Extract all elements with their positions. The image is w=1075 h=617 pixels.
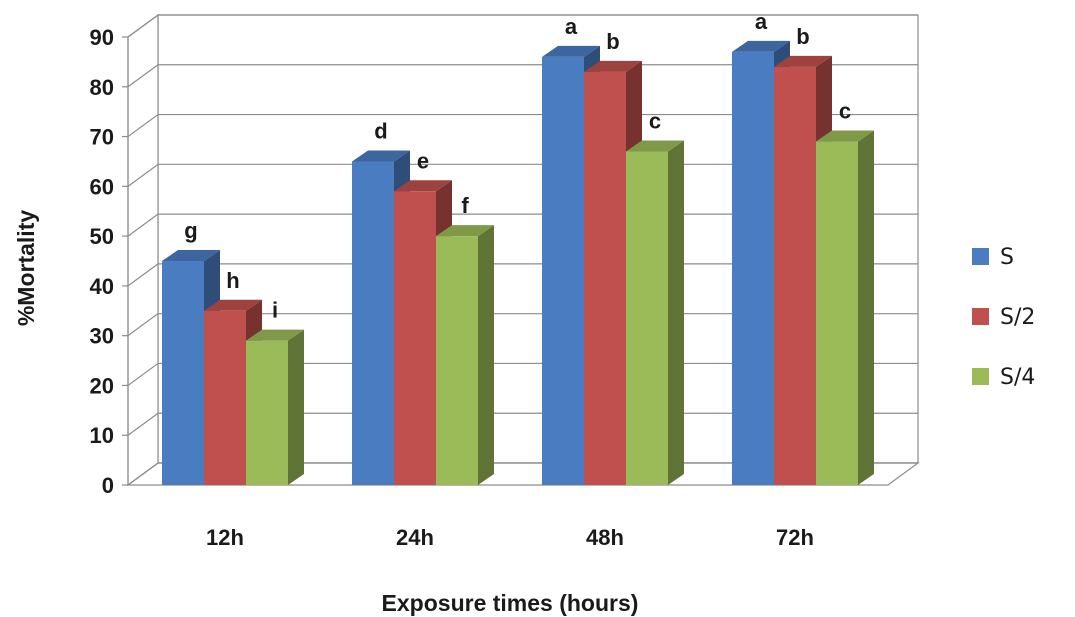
bar-label: a — [565, 14, 578, 39]
gridline-depth — [127, 313, 159, 337]
bar-S-72h — [732, 51, 774, 485]
bar-top-S-24h — [352, 150, 410, 162]
bar-side-S/4-12h — [288, 329, 304, 485]
x-tick-label: 12h — [206, 525, 244, 550]
bar-label: f — [461, 193, 469, 218]
x-axis-title: Exposure times (hours) — [382, 590, 639, 616]
y-tick-label: 60 — [90, 174, 114, 199]
bar-side-S/4-24h — [478, 225, 494, 485]
bar-label: i — [272, 298, 278, 323]
bar-label: c — [839, 99, 851, 124]
bar-top-S/4-48h — [626, 140, 684, 152]
bar-top-S/2-12h — [204, 299, 262, 311]
bar-label: c — [649, 108, 661, 133]
y-tick-label: 20 — [90, 373, 114, 398]
bar-S-24h — [352, 161, 394, 485]
bar-top-S-72h — [732, 40, 790, 52]
y-axis-title: %Mortality — [13, 210, 39, 327]
y-tick-label: 90 — [90, 25, 114, 50]
x-tick-label: 48h — [586, 525, 624, 550]
y-tick-label: 50 — [90, 224, 114, 249]
side-wall — [127, 13, 159, 487]
bar-letter-labels: g h i d e f a b c a b c — [184, 9, 851, 323]
bar-top-S-48h — [542, 45, 600, 57]
legend-swatch-S/4 — [972, 368, 989, 385]
bar-S/2-12h — [204, 310, 246, 485]
bar-top-S/4-72h — [816, 130, 874, 142]
bar-label: b — [606, 29, 619, 54]
y-tick-label: 40 — [90, 274, 114, 299]
bars — [162, 40, 874, 486]
legend-label: S/2 — [1000, 305, 1035, 330]
bar-top-S/2-24h — [394, 180, 452, 192]
bar-S/4-48h — [626, 151, 668, 485]
legend: S S/2 S/4 — [972, 245, 1035, 390]
bar-S/4-24h — [436, 236, 478, 485]
bar-S-12h — [162, 261, 204, 485]
legend-swatch-S — [972, 248, 989, 265]
gridline-depth — [127, 412, 159, 436]
gridline-depth — [127, 14, 159, 38]
bar-label: b — [796, 24, 809, 49]
gridline-depth — [127, 114, 159, 138]
bar-S-48h — [542, 56, 584, 486]
x-tick-label: 72h — [776, 525, 814, 550]
bar-S/4-12h — [246, 340, 288, 485]
bar-top-S-12h — [162, 250, 220, 261]
gridline-depth — [127, 163, 159, 187]
y-tick-label: 30 — [90, 324, 114, 349]
bar-top-S/4-24h — [436, 225, 494, 237]
legend-label: S/4 — [1000, 365, 1035, 390]
gridline-depth — [127, 263, 159, 287]
bar-label: d — [374, 118, 387, 143]
y-tick-label: 80 — [90, 75, 114, 100]
bar-top-S/2-48h — [584, 60, 642, 72]
gridline-depth — [127, 64, 159, 88]
y-tick-label: 70 — [90, 125, 114, 150]
bar-side-S/4-72h — [858, 130, 874, 486]
bar-S/2-24h — [394, 191, 436, 486]
y-tick-labels: 0 10 20 30 40 50 60 70 80 90 — [90, 25, 114, 498]
y-tick-label: 10 — [90, 423, 114, 448]
bar-top-S/4-12h — [246, 329, 304, 341]
bar-label: e — [417, 148, 429, 173]
bar-label: g — [184, 218, 197, 243]
legend-swatch-S/2 — [972, 308, 989, 325]
gridline-depth — [127, 362, 159, 386]
x-tick-label: 24h — [396, 525, 434, 550]
bar-top-S/2-72h — [774, 55, 832, 67]
bar-S/2-48h — [584, 71, 626, 485]
bar-side-S/4-48h — [668, 140, 684, 485]
bar-S/2-72h — [774, 66, 816, 485]
gridline-depth — [127, 213, 159, 237]
y-tick-label: 0 — [102, 473, 114, 498]
gridline-depth — [127, 462, 159, 486]
legend-label: S — [1000, 245, 1014, 270]
bar-S/4-72h — [816, 141, 858, 486]
bar-label: a — [755, 9, 768, 34]
bar-label: h — [226, 268, 239, 293]
x-tick-labels: 12h 24h 48h 72h — [206, 525, 814, 550]
